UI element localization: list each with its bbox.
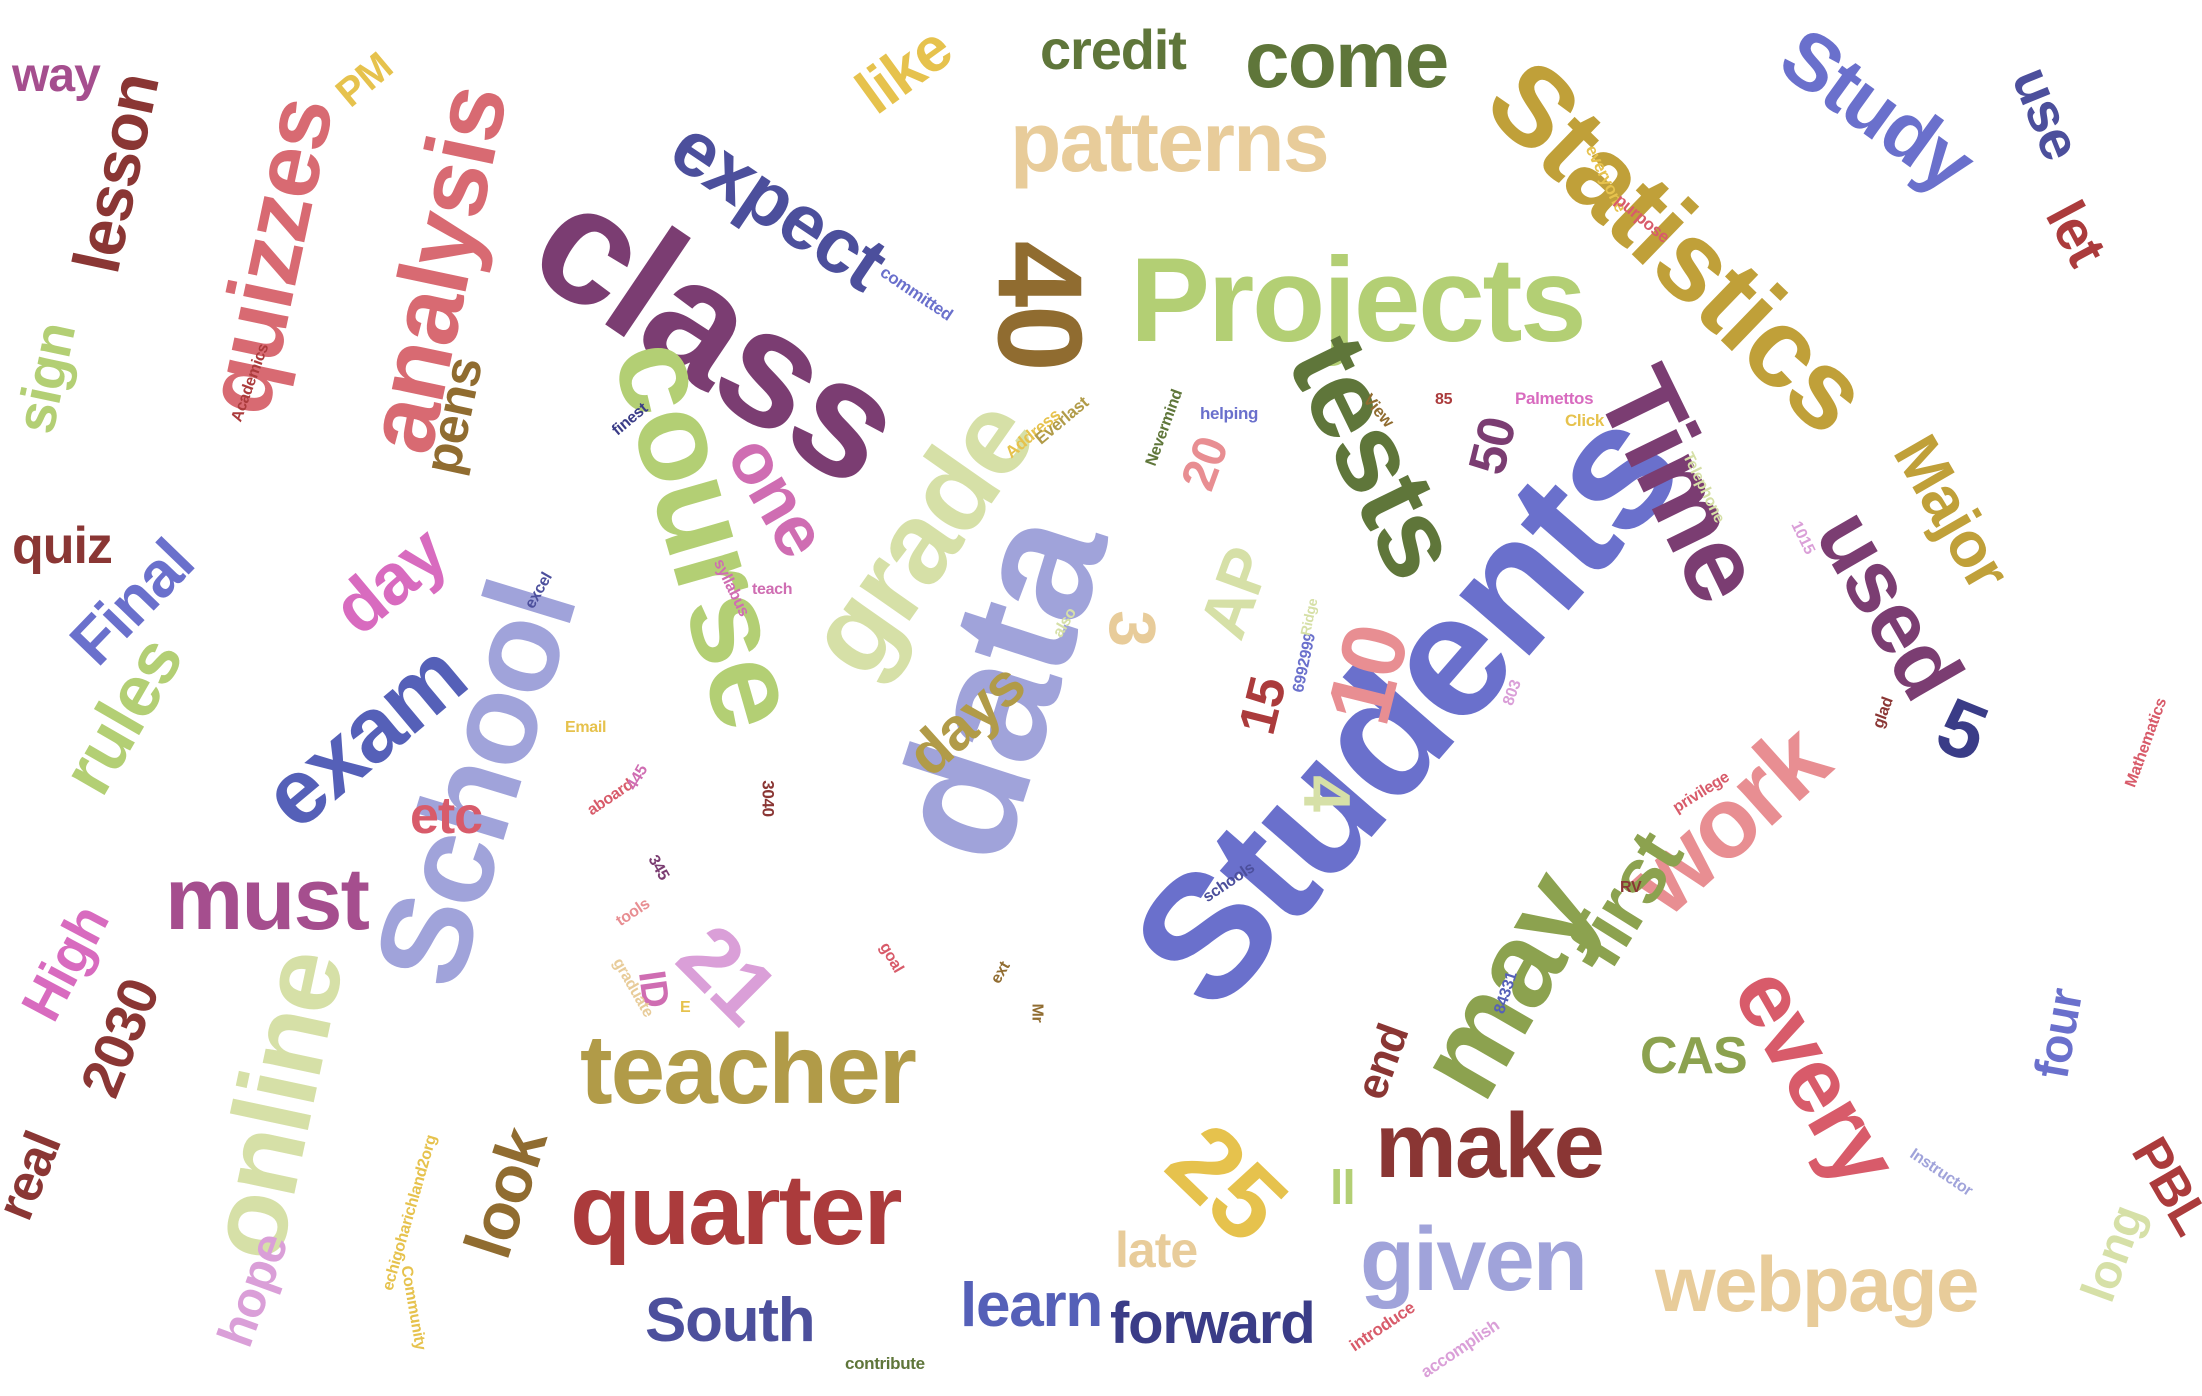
- cloud-word: sign: [2, 317, 88, 439]
- cloud-word: online: [182, 940, 368, 1270]
- cloud-word: PM: [327, 44, 401, 116]
- cloud-word: real: [0, 1124, 73, 1228]
- cloud-word: Email: [565, 719, 607, 736]
- cloud-word: Projects: [1130, 233, 1587, 367]
- cloud-word: late: [1115, 1222, 1198, 1278]
- cloud-word: 50: [1457, 411, 1528, 481]
- cloud-word: way: [12, 49, 101, 102]
- cloud-word: teach: [752, 581, 793, 598]
- cloud-word: teacher: [580, 1014, 917, 1124]
- cloud-word: Study: [1764, 10, 1991, 209]
- cloud-word: make: [1375, 1095, 1605, 1197]
- cloud-word: 2030: [67, 970, 172, 1106]
- cloud-word: use: [2000, 57, 2094, 168]
- cloud-word: contribute: [845, 1354, 925, 1373]
- cloud-word: come: [1245, 15, 1449, 104]
- cloud-word: credit: [1040, 18, 1187, 81]
- cloud-word: E: [680, 999, 691, 1016]
- cloud-word: 345: [644, 852, 673, 884]
- cloud-word: Community: [397, 1264, 429, 1352]
- cloud-word: must: [165, 849, 370, 948]
- cloud-word: learn: [960, 1271, 1103, 1340]
- cloud-word: Mathematics: [2122, 696, 2171, 790]
- cloud-word: 1015: [1787, 518, 1818, 557]
- cloud-word: 4: [1290, 775, 1365, 811]
- cloud-word: 5: [1925, 680, 1999, 779]
- cloud-word: committed: [876, 262, 957, 325]
- cloud-word: CAS: [1640, 1027, 1748, 1085]
- cloud-word: webpage: [1655, 1240, 1979, 1328]
- cloud-word: ll: [1330, 1162, 1356, 1215]
- cloud-word: accomplish: [1417, 1315, 1503, 1382]
- cloud-word: South: [645, 1286, 816, 1355]
- cloud-word: quiz: [12, 517, 113, 575]
- cloud-word: Mr: [1028, 1003, 1046, 1023]
- cloud-word: patterns: [1010, 95, 1330, 189]
- cloud-word: tools: [613, 895, 653, 930]
- cloud-word: helping: [1200, 404, 1259, 423]
- cloud-word: quizzes: [186, 89, 353, 423]
- cloud-word: four: [2025, 985, 2094, 1083]
- cloud-word: look: [449, 1119, 561, 1267]
- cloud-word: glad: [1869, 695, 1897, 731]
- cloud-word: given: [1360, 1210, 1588, 1310]
- cloud-word: 15: [1227, 671, 1298, 741]
- cloud-word: like: [843, 13, 965, 128]
- cloud-word: 40: [972, 240, 1107, 370]
- cloud-word: quarter: [570, 1154, 903, 1266]
- cloud-word: 20: [1171, 430, 1239, 498]
- cloud-word: let: [2034, 190, 2119, 275]
- cloud-word: goal: [875, 939, 907, 976]
- cloud-word: etc: [410, 787, 483, 845]
- cloud-word: Instructor: [1906, 1145, 1976, 1200]
- cloud-word: every: [1713, 950, 1918, 1202]
- cloud-word: forward: [1110, 1291, 1316, 1356]
- cloud-word: day: [318, 511, 462, 651]
- cloud-word: long: [2071, 1198, 2155, 1309]
- cloud-word: 3040: [758, 780, 778, 817]
- cloud-word: RV: [1620, 879, 1642, 896]
- cloud-word: 85: [1435, 391, 1453, 408]
- cloud-word: end: [1346, 1017, 1419, 1106]
- cloud-word: School: [346, 566, 604, 1002]
- cloud-word: Ridge: [1297, 596, 1321, 638]
- cloud-word: Palmettos: [1515, 389, 1594, 408]
- cloud-word: AP: [1184, 538, 1285, 648]
- cloud-word: Click: [1565, 411, 1604, 430]
- cloud-word: 3: [1095, 610, 1170, 646]
- cloud-word: ext: [987, 958, 1014, 987]
